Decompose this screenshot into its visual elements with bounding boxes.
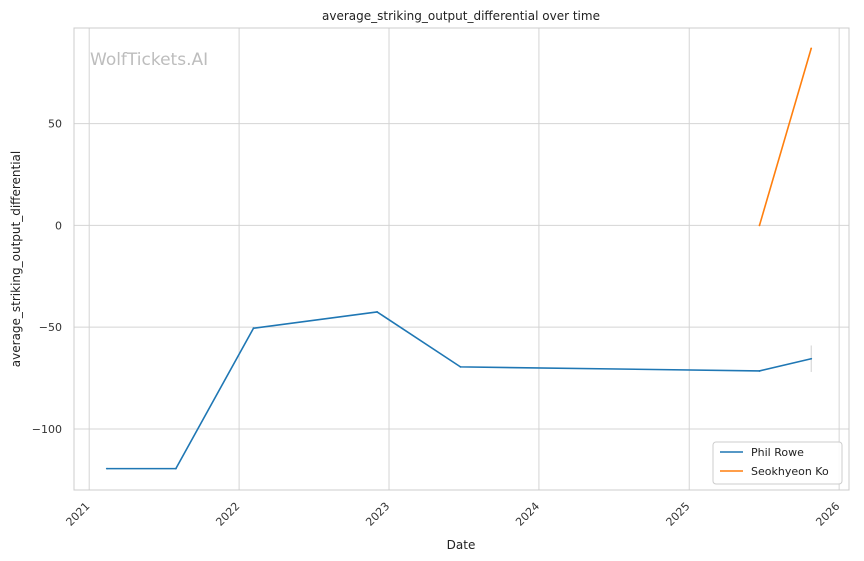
legend: Phil Rowe Seokhyeon Ko bbox=[712, 441, 843, 485]
data-point-phil-rowe bbox=[459, 365, 462, 368]
legend-label-phil-rowe: Phil Rowe bbox=[751, 446, 804, 459]
data-point-phil-rowe bbox=[810, 357, 813, 360]
y-tick-label: −100 bbox=[32, 423, 62, 436]
y-tick-label: 50 bbox=[48, 118, 62, 131]
data-point-seokhyeon-ko bbox=[758, 224, 761, 227]
legend-box bbox=[712, 441, 843, 485]
chart-title: average_striking_output_differential ove… bbox=[322, 9, 600, 23]
watermark-text: WolfTickets.AI bbox=[90, 50, 208, 70]
data-point-phil-rowe bbox=[105, 467, 108, 470]
data-point-seokhyeon-ko bbox=[810, 47, 813, 50]
x-axis-title: Date bbox=[447, 538, 476, 552]
y-axis-title: average_striking_output_differential bbox=[9, 151, 23, 367]
y-tick-labels: 50 0 −50 −100 bbox=[32, 118, 62, 436]
data-point-phil-rowe bbox=[376, 311, 379, 313]
data-point-phil-rowe bbox=[758, 370, 761, 372]
grid-lines bbox=[74, 28, 849, 490]
series-line-seokhyeon-ko bbox=[758, 48, 812, 226]
series-lines bbox=[105, 47, 813, 470]
y-tick-label: 0 bbox=[55, 219, 62, 232]
y-tick-label: −50 bbox=[39, 321, 62, 334]
data-point-phil-rowe bbox=[252, 327, 255, 330]
legend-label-seokhyeon-ko: Seokhyeon Ko bbox=[751, 465, 829, 478]
data-point-phil-rowe bbox=[174, 467, 177, 470]
plot-frame bbox=[73, 27, 850, 491]
